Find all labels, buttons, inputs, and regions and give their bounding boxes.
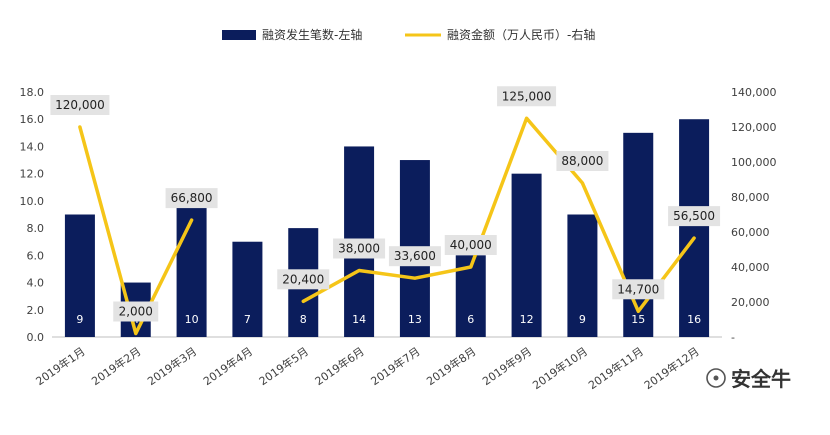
x-tick-label: 2019年11月 — [586, 344, 646, 392]
y-right-tick-label: 100,000 — [731, 156, 777, 169]
x-tick-label: 2019年5月 — [256, 344, 311, 388]
line-value-label: 40,000 — [450, 238, 492, 252]
line-value-label: 88,000 — [561, 154, 603, 168]
line-value-label-box — [444, 235, 497, 255]
line-value-label-box — [50, 95, 110, 115]
y-left-tick-label: 8.0 — [27, 222, 45, 235]
y-left-tick-label: 14.0 — [20, 140, 45, 153]
y-left-tick-label: 18.0 — [20, 86, 45, 99]
line-value-label: 120,000 — [55, 98, 105, 112]
y-left-tick-label: 10.0 — [20, 195, 45, 208]
line-value-label-box — [277, 269, 330, 290]
x-tick-label: 2019年1月 — [33, 344, 88, 388]
bar — [511, 173, 542, 337]
watermark-logo-dot — [713, 375, 719, 381]
bar — [679, 119, 710, 337]
y-right-tick-label: 40,000 — [731, 261, 770, 274]
bar-value-label: 10 — [185, 313, 199, 326]
bar-value-label: 16 — [687, 313, 701, 326]
watermark-logo-icon — [706, 368, 726, 388]
line-value-label: 56,500 — [673, 209, 715, 223]
y-right-tick-label: 20,000 — [731, 296, 770, 309]
x-tick-label: 2019年7月 — [368, 344, 423, 388]
legend-bar-swatch — [222, 30, 256, 40]
line-value-label: 14,700 — [617, 282, 659, 296]
x-tick-label: 2019年12月 — [641, 344, 701, 392]
watermark-text: 安全牛 — [731, 367, 791, 391]
line-value-label: 38,000 — [338, 242, 380, 256]
line-value-label-box — [388, 246, 441, 267]
y-right-tick-label: 80,000 — [731, 191, 770, 204]
bar-value-label: 7 — [244, 313, 251, 326]
bar-labels: 941078141361291516 — [76, 313, 701, 326]
bar — [64, 214, 95, 337]
x-tick-label: 2019年8月 — [424, 344, 479, 388]
x-tick-label: 2019年3月 — [145, 344, 200, 388]
line-value-label: 66,800 — [171, 191, 213, 205]
bar-value-label: 6 — [467, 313, 474, 326]
bar — [232, 241, 263, 337]
y-left-tick-label: 16.0 — [20, 113, 45, 126]
y-left-tick-label: 12.0 — [20, 168, 45, 181]
bar-value-label: 13 — [408, 313, 422, 326]
series-line — [78, 125, 194, 336]
bar-value-label: 9 — [76, 313, 83, 326]
line-labels: 120,000 2,000 66,800 20,400 38,000 33,600 40,0… — [50, 86, 721, 322]
line-value-label: 125,000 — [502, 89, 552, 103]
legend-bar-label: 融资发生笔数-左轴 — [262, 27, 362, 42]
y-left-tick-label: 0.0 — [27, 331, 45, 344]
line-layer — [78, 116, 696, 336]
line-value-label: 33,600 — [394, 249, 436, 263]
line-value-label-box — [333, 238, 386, 259]
y-right-tick-label: 120,000 — [731, 121, 777, 134]
bars — [64, 119, 710, 337]
y-right-tick-label: 60,000 — [731, 226, 770, 239]
line-value-label: 2,000 — [119, 305, 153, 319]
x-tick-label: 2019年2月 — [89, 344, 144, 388]
bar-value-label: 14 — [352, 313, 366, 326]
bar-value-label: 9 — [579, 313, 586, 326]
line-value-label-box — [497, 86, 557, 107]
x-tick-label: 2019年6月 — [312, 344, 367, 388]
line-value-label-box — [113, 301, 159, 322]
legend-line-label: 融资金额（万人民币）-右轴 — [447, 27, 595, 42]
line-value-label-box — [668, 206, 721, 227]
y-right-tick-label: - — [731, 331, 735, 344]
y-left-tick-label: 4.0 — [27, 277, 45, 290]
bar — [623, 132, 654, 337]
y-left-tick-label: 6.0 — [27, 249, 45, 262]
line-value-label: 20,400 — [282, 272, 324, 286]
y-right-tick-label: 140,000 — [731, 86, 777, 99]
line-value-label-box — [612, 279, 665, 300]
axes: 0.0 2.0 4.0 6.0 8.0 10.0 12.0 14.0 16.0 18.0 - 20,0… — [20, 86, 777, 392]
line-value-label-box — [165, 188, 218, 209]
y-left-tick-label: 2.0 — [27, 304, 45, 317]
legend: 融资发生笔数-左轴 融资金额（万人民币）-右轴 — [222, 27, 595, 42]
bar — [567, 214, 598, 337]
line-value-label-box — [556, 151, 609, 171]
bar-value-label: 8 — [300, 313, 307, 326]
bar-value-label: 12 — [520, 313, 534, 326]
bar-value-label: 15 — [631, 313, 645, 326]
watermark: 安全牛 — [706, 367, 791, 391]
x-tick-label: 2019年9月 — [480, 344, 535, 388]
x-tick-label: 2019年10月 — [530, 344, 590, 392]
x-tick-label: 2019年4月 — [200, 344, 255, 388]
